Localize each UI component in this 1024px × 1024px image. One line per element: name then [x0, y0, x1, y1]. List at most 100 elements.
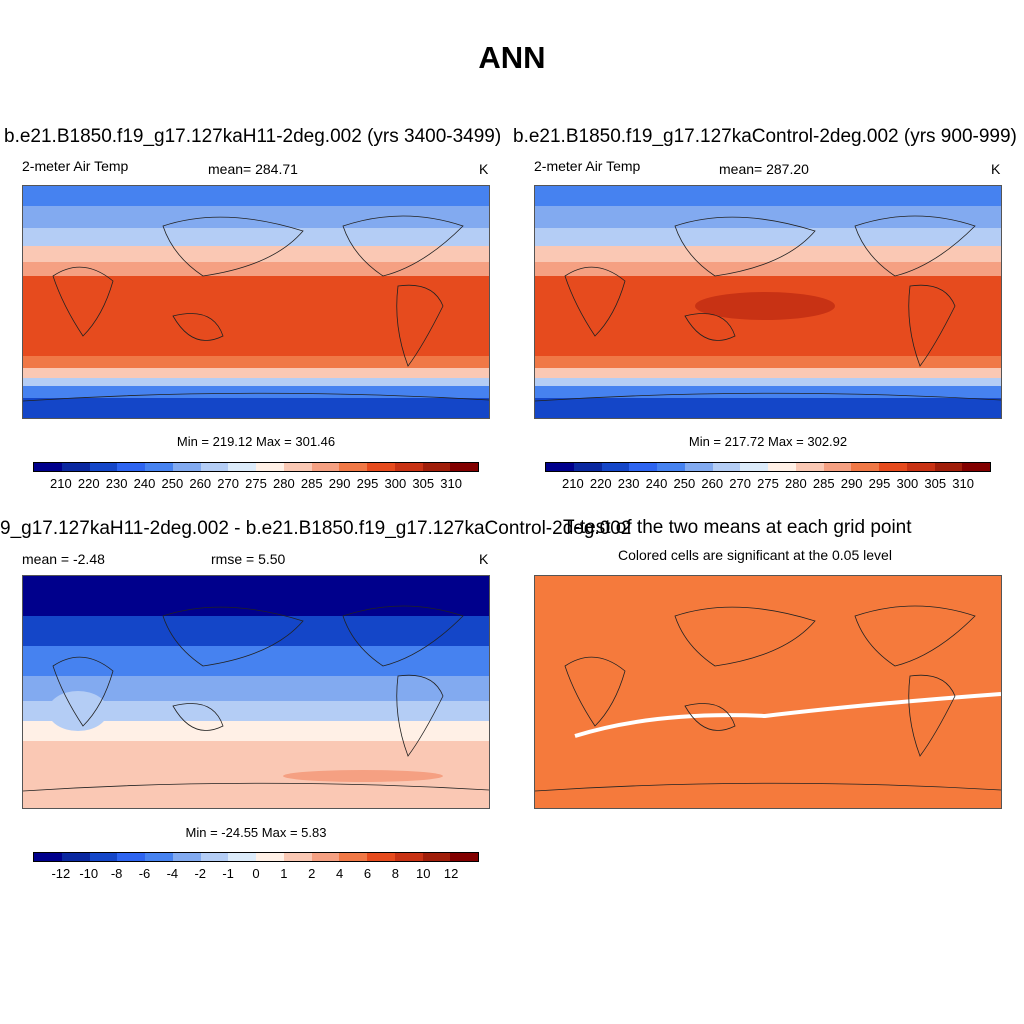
top-right-run-title: b.e21.B1850.f19_g17.127kaControl-2deg.00… — [513, 126, 1017, 147]
top-left-colorbar-swatch — [117, 463, 145, 471]
top-right-colorbar-tick-label: 305 — [924, 476, 947, 491]
top-right-colorbar-swatch — [601, 463, 630, 471]
top-left-colorbar-swatch — [311, 463, 340, 471]
top-left-colorbar-labels: 210 220 230 240 250 260 270 275 280 285 290 295 300 3… — [33, 476, 479, 492]
bottom-right-subtitle: Colored cells are significant at the 0.0… — [618, 547, 892, 563]
top-right-variable: 2-meter Air Temp — [534, 158, 641, 174]
top-left-colorbar-tick-label: 240 — [133, 476, 156, 491]
top-left-colorbar-tick-label: 310 — [440, 476, 462, 491]
bottom-left-colorbar-swatch — [228, 853, 256, 861]
page-title: ANN — [478, 40, 546, 75]
bottom-left-colorbar-tick-label: -1 — [222, 866, 234, 881]
top-right-colorbar-tick-label: 290 — [840, 476, 863, 491]
bottom-left-colorbar-tick-label: -4 — [166, 866, 179, 881]
top-right-colorbar-swatch — [823, 463, 852, 471]
top-right-units: K — [991, 161, 1001, 177]
bottom-left-rmse: rmse = 5.50 — [211, 551, 286, 567]
top-right-colorbar-swatch — [879, 463, 907, 471]
top-right-colorbar-swatch — [573, 463, 602, 471]
bottom-left-colorbar-swatch — [367, 853, 395, 861]
bottom-left-colorbar-swatch — [117, 853, 145, 861]
top-left-colorbar-swatch — [394, 463, 423, 471]
bottom-left-colorbar-labels: -12 -10 -8 -6 -4 -2 -1 0 1 2 4 6 8 10 12 — [33, 866, 479, 882]
top-right-minmax: Min = 217.72 Max = 302.92 — [688, 434, 848, 449]
bottom-left-colorbar-swatch — [145, 853, 173, 861]
top-left-colorbar-swatch — [228, 463, 256, 471]
top-left-minmax: Min = 219.12 Max = 301.46 — [176, 434, 336, 449]
top-left-units: K — [479, 161, 489, 177]
bottom-left-colorbar-tick-label: -8 — [110, 866, 123, 881]
bottom-left-colorbar-swatch — [394, 853, 423, 861]
top-right-colorbar-swatch — [684, 463, 713, 471]
bottom-right-map-field — [535, 576, 1001, 808]
top-left-colorbar-swatch — [283, 463, 312, 471]
top-right-colorbar-tick-label: 285 — [812, 476, 835, 491]
top-right-colorbar-swatch — [546, 463, 574, 471]
top-right-map — [534, 185, 1002, 419]
top-left-colorbar-tick-label: 305 — [412, 476, 435, 491]
top-right-mean: mean= 287.20 — [719, 161, 809, 177]
bottom-left-colorbar-tick-label: 6 — [363, 866, 372, 881]
top-right-colorbar-swatch — [712, 463, 741, 471]
top-right-colorbar-labels: 210 220 230 240 250 260 270 275 280 285 290 295 300 3… — [545, 476, 991, 492]
top-right-colorbar — [545, 462, 991, 472]
top-left-colorbar-tick-label: 270 — [217, 476, 239, 491]
bottom-left-colorbar-tick-label: 4 — [336, 866, 344, 881]
bottom-left-colorbar-swatch — [34, 853, 62, 861]
top-right-colorbar-swatch — [657, 463, 685, 471]
bottom-left-colorbar-tick-label: -10 — [79, 866, 99, 881]
top-left-variable: 2-meter Air Temp — [22, 158, 129, 174]
top-right-colorbar-tick-label: 220 — [589, 476, 612, 491]
top-right-colorbar-swatch — [629, 463, 657, 471]
bottom-left-colorbar-swatch — [450, 853, 478, 861]
bottom-left-colorbar — [33, 852, 479, 862]
top-right-colorbar-swatch — [934, 463, 963, 471]
top-left-colorbar-tick-label: 285 — [300, 476, 323, 491]
top-left-colorbar-tick-label: 295 — [356, 476, 379, 491]
top-right-colorbar-tick-label: 295 — [868, 476, 891, 491]
bottom-left-colorbar-swatch — [200, 853, 229, 861]
bottom-left-colorbar-tick-label: -6 — [138, 866, 151, 881]
top-right-colorbar-tick-label: 250 — [673, 476, 696, 491]
top-left-colorbar-swatch — [367, 463, 395, 471]
top-left-colorbar-swatch — [34, 463, 62, 471]
top-right-colorbar-tick-label: 230 — [617, 476, 640, 491]
top-left-colorbar-swatch — [145, 463, 173, 471]
bottom-left-units: K — [479, 551, 489, 567]
bottom-right-title: T-test of the two means at each grid poi… — [563, 517, 912, 538]
top-left-colorbar — [33, 462, 479, 472]
top-right-colorbar-swatch — [962, 463, 990, 471]
bottom-left-colorbar-tick-label: 8 — [391, 866, 399, 881]
top-left-colorbar-swatch — [89, 463, 118, 471]
top-right-colorbar-swatch — [740, 463, 768, 471]
top-left-map-field — [23, 186, 489, 418]
top-left-mean: mean= 284.71 — [208, 161, 298, 177]
top-right-colorbar-tick-label: 310 — [952, 476, 974, 491]
top-right-colorbar-swatch — [906, 463, 935, 471]
bottom-left-map — [22, 575, 490, 809]
top-left-colorbar-swatch — [339, 463, 367, 471]
top-left-colorbar-swatch — [450, 463, 478, 471]
bottom-left-colorbar-swatch — [311, 853, 340, 861]
bottom-left-colorbar-tick-label: 1 — [280, 866, 288, 881]
top-left-colorbar-tick-label: 280 — [273, 476, 295, 491]
bottom-left-colorbar-swatch — [89, 853, 118, 861]
top-left-colorbar-swatch — [200, 463, 229, 471]
top-right-colorbar-swatch — [851, 463, 879, 471]
top-right-colorbar-tick-label: 300 — [896, 476, 919, 491]
top-left-run-title: b.e21.B1850.f19_g17.127kaH11-2deg.002 (y… — [4, 126, 502, 147]
bottom-left-colorbar-tick-label: 2 — [308, 866, 316, 881]
bottom-left-colorbar-tick-label: 10 — [416, 866, 431, 881]
top-left-colorbar-swatch — [172, 463, 201, 471]
top-left-colorbar-tick-label: 300 — [384, 476, 407, 491]
top-right-colorbar-tick-label: 275 — [757, 476, 779, 491]
bottom-left-mean: mean = -2.48 — [22, 551, 105, 567]
bottom-left-minmax: Min = -24.55 Max = 5.83 — [185, 825, 327, 840]
bottom-left-colorbar-swatch — [339, 853, 367, 861]
top-left-colorbar-tick-label: 210 — [50, 476, 72, 491]
top-left-colorbar-swatch — [422, 463, 451, 471]
top-right-colorbar-tick-label: 270 — [729, 476, 751, 491]
bottom-left-colorbar-tick-label: -2 — [194, 866, 207, 881]
bottom-left-colorbar-swatch — [61, 853, 90, 861]
bottom-right-map — [534, 575, 1002, 809]
